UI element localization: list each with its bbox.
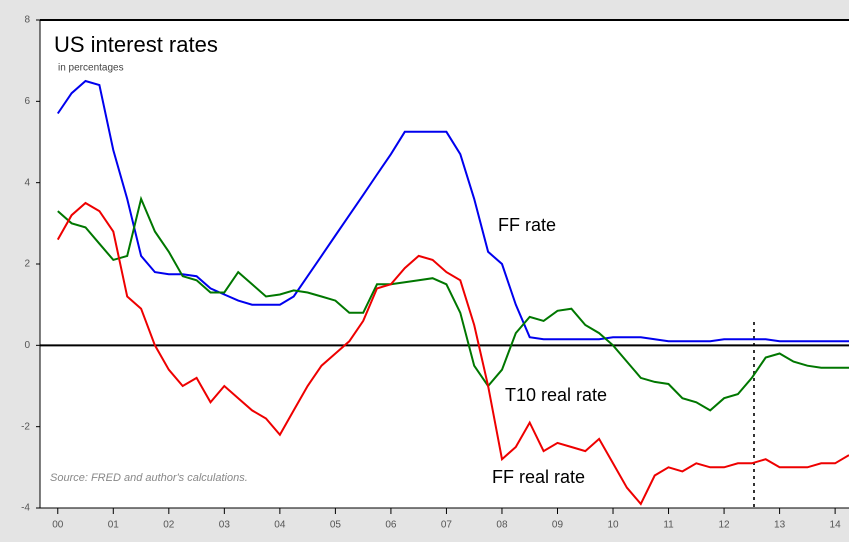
series-annotation: T10 real rate: [505, 385, 607, 405]
x-tick-label: 10: [607, 520, 619, 531]
series-line: [57, 195, 849, 412]
x-tick-label: 02: [163, 520, 175, 531]
x-tick-label: 09: [552, 520, 564, 531]
x-tick-label: 08: [496, 520, 508, 531]
series-line: [56, 79, 849, 343]
x-tick-label: 12: [719, 520, 731, 531]
x-tick-label: 06: [385, 520, 397, 531]
chart-title: US interest rates: [54, 32, 218, 57]
series-annotation: FF rate: [498, 215, 556, 235]
y-tick-label: 2: [24, 259, 30, 270]
series-annotation: FF real rate: [492, 467, 585, 487]
y-tick-label: -4: [21, 503, 30, 514]
y-tick-label: 4: [24, 177, 30, 188]
y-tick-label: 8: [24, 15, 30, 26]
x-tick-label: 04: [274, 520, 286, 531]
x-tick-label: 03: [219, 520, 231, 531]
x-tick-label: 05: [330, 520, 342, 531]
x-tick-label: 14: [830, 520, 842, 531]
x-tick-label: 07: [441, 520, 453, 531]
y-tick-label: 0: [24, 340, 30, 351]
x-tick-label: 11: [663, 520, 674, 531]
source-note: Source: FRED and author's calculations.: [50, 472, 248, 484]
x-tick-label: 13: [774, 520, 786, 531]
plot-area: [40, 20, 849, 508]
y-tick-label: -2: [21, 421, 30, 432]
series-line: [56, 201, 849, 506]
x-tick-label: 00: [52, 520, 64, 531]
chart-subtitle: in percentages: [58, 63, 124, 74]
y-tick-label: 6: [24, 96, 30, 107]
x-tick-label: 01: [108, 520, 120, 531]
